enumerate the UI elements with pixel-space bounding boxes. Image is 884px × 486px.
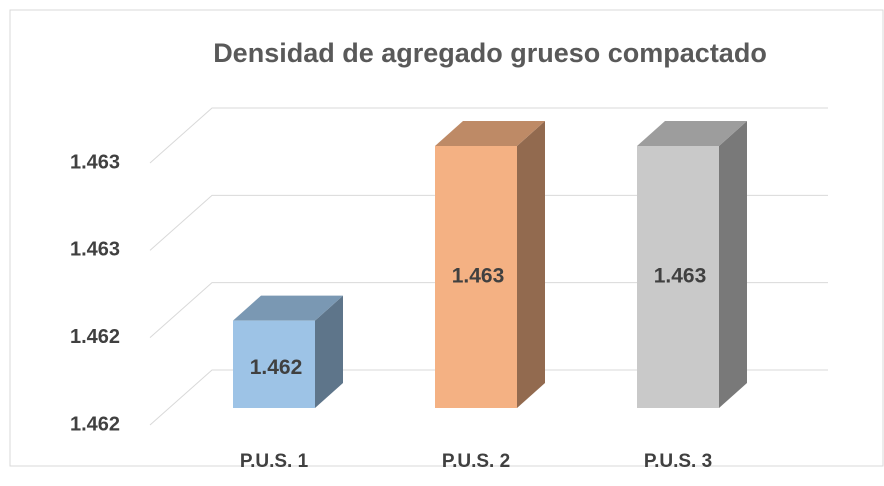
y-tick-label: 1.462 <box>70 326 120 348</box>
x-tick-label: P.U.S. 1 <box>240 451 309 472</box>
grid-line <box>149 282 828 339</box>
y-tick-label: 1.462 <box>70 413 120 435</box>
chart-title: Densidad de agregado grueso compactado <box>213 38 767 68</box>
bar-side <box>517 121 545 408</box>
bar-top <box>637 121 747 146</box>
bar <box>435 146 517 408</box>
data-label: 1.462 <box>250 356 303 379</box>
grid-line <box>149 194 828 251</box>
x-tick-label: P.U.S. 2 <box>442 451 510 472</box>
data-label: 1.463 <box>452 265 505 288</box>
x-tick-label: P.U.S. 3 <box>644 451 712 472</box>
y-tick-label: 1.463 <box>70 239 120 261</box>
bar-top <box>435 121 545 146</box>
bar-top <box>233 295 343 321</box>
grid-line <box>149 107 828 164</box>
bar-side <box>719 121 747 408</box>
grid-line <box>149 369 828 426</box>
bar <box>233 320 315 408</box>
y-tick-label: 1.463 <box>70 151 120 173</box>
data-label: 1.463 <box>654 265 707 288</box>
bar <box>637 146 719 408</box>
bar-side <box>315 295 343 408</box>
